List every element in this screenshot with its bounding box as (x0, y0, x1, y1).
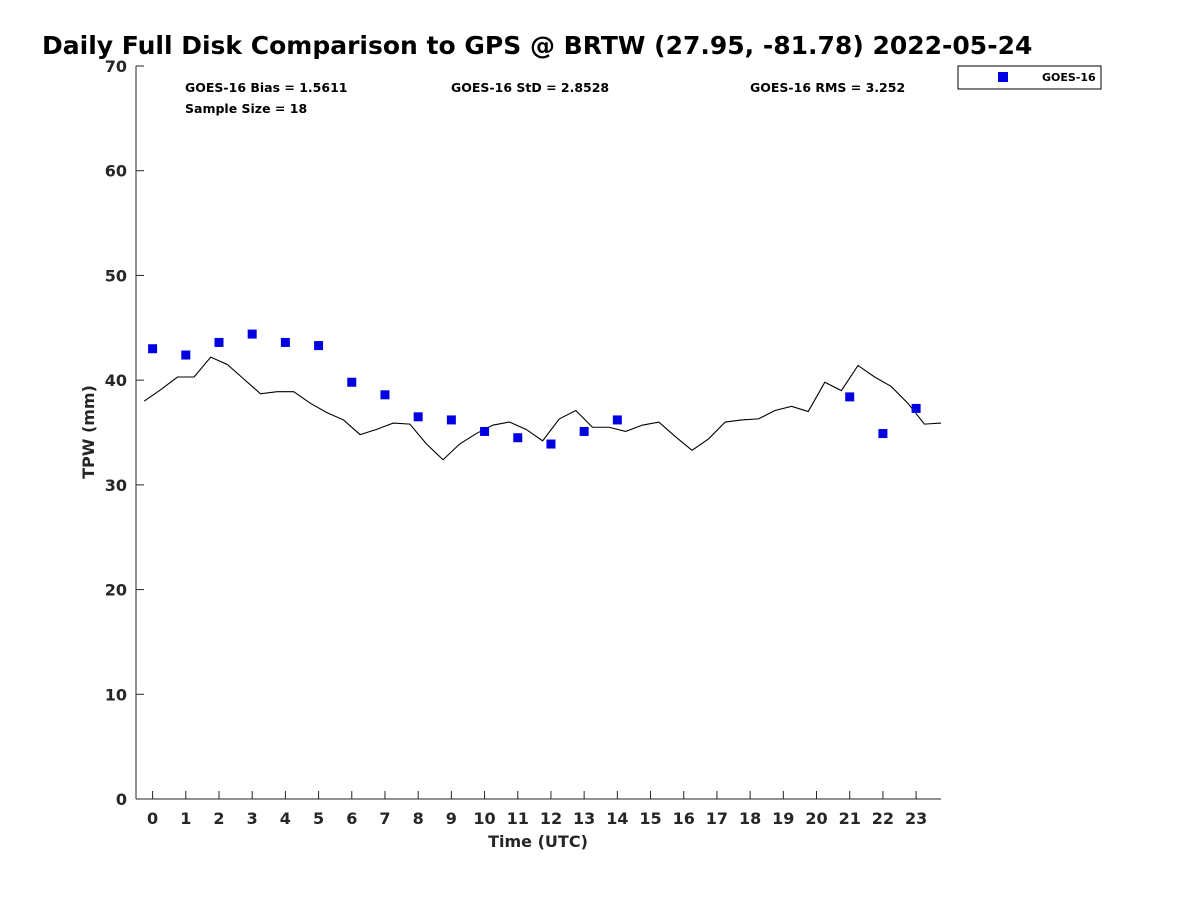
stat-std: GOES-16 StD = 2.8528 (451, 80, 609, 95)
x-tick-label: 11 (507, 809, 529, 828)
stat-rms: GOES-16 RMS = 3.252 (750, 80, 905, 95)
goes16-data-point (214, 337, 224, 347)
goes16-data-point (878, 429, 888, 439)
gps-tpw-line (143, 356, 942, 461)
x-tick-label: 8 (413, 809, 424, 828)
y-tick-label: 20 (105, 581, 127, 600)
x-tick-label: 3 (247, 809, 258, 828)
x-tick-label: 15 (639, 809, 661, 828)
y-tick-label: 0 (116, 790, 127, 809)
stat-sample-size: Sample Size = 18 (185, 101, 307, 116)
x-tick-label: 14 (606, 809, 628, 828)
x-tick-label: 21 (839, 809, 861, 828)
x-tick-label: 6 (346, 809, 357, 828)
x-tick-label: 16 (673, 809, 695, 828)
legend-label: GOES-16 (1042, 71, 1096, 84)
goes16-data-point (148, 344, 158, 354)
y-tick-label: 50 (105, 266, 127, 285)
goes16-data-point (247, 329, 257, 339)
goes16-data-point (347, 377, 357, 387)
x-tick-label: 12 (540, 809, 562, 828)
y-tick-label: 60 (105, 162, 127, 181)
goes16-data-point (181, 350, 191, 360)
y-tick-label: 10 (105, 685, 127, 704)
x-tick-label: 7 (379, 809, 390, 828)
y-tick-label: 70 (105, 57, 127, 76)
x-tick-label: 4 (280, 809, 291, 828)
x-axis-label: Time (UTC) (488, 832, 588, 851)
x-tick-label: 19 (772, 809, 794, 828)
plot-lines (143, 356, 942, 461)
x-tick-label: 5 (313, 809, 324, 828)
y-axis-label: TPW (mm) (79, 385, 98, 479)
x-tick-label: 23 (905, 809, 927, 828)
y-tick-label: 40 (105, 371, 127, 390)
x-tick-label: 18 (739, 809, 761, 828)
goes16-data-point (579, 426, 589, 436)
x-axis-ticks: 0 1 2 3 4 5 6 7 8 9 10 11 12 13 14 15 16 17 18 19 20 21 22 23 (147, 791, 927, 828)
legend: GOES-16 (957, 65, 1102, 90)
goes16-data-point (480, 426, 490, 436)
goes16-data-point (413, 412, 423, 422)
goes16-data-point (546, 439, 556, 449)
goes16-data-point (513, 433, 523, 443)
x-tick-label: 1 (180, 809, 191, 828)
x-tick-label: 22 (872, 809, 894, 828)
legend-box (957, 65, 1102, 90)
legend-marker (998, 72, 1008, 82)
goes16-data-point (446, 415, 456, 425)
x-tick-label: 10 (473, 809, 495, 828)
plot-markers (148, 329, 921, 449)
goes16-data-point (845, 392, 855, 402)
goes16-data-point (314, 341, 324, 351)
x-tick-label: 13 (573, 809, 595, 828)
axes (135, 66, 941, 800)
x-tick-label: 20 (805, 809, 827, 828)
goes16-data-point (911, 403, 921, 413)
stat-bias: GOES-16 Bias = 1.5611 (185, 80, 347, 95)
x-tick-label: 9 (446, 809, 457, 828)
y-axis-ticks: 0 10 20 30 40 50 60 70 (105, 57, 144, 809)
goes16-data-point (280, 337, 290, 347)
y-tick-label: 30 (105, 476, 127, 495)
x-tick-label: 2 (213, 809, 224, 828)
x-tick-label: 0 (147, 809, 158, 828)
chart-title: Daily Full Disk Comparison to GPS @ BRTW… (42, 31, 1032, 60)
x-tick-label: 17 (706, 809, 728, 828)
goes16-data-point (380, 390, 390, 400)
goes16-data-point (612, 415, 622, 425)
